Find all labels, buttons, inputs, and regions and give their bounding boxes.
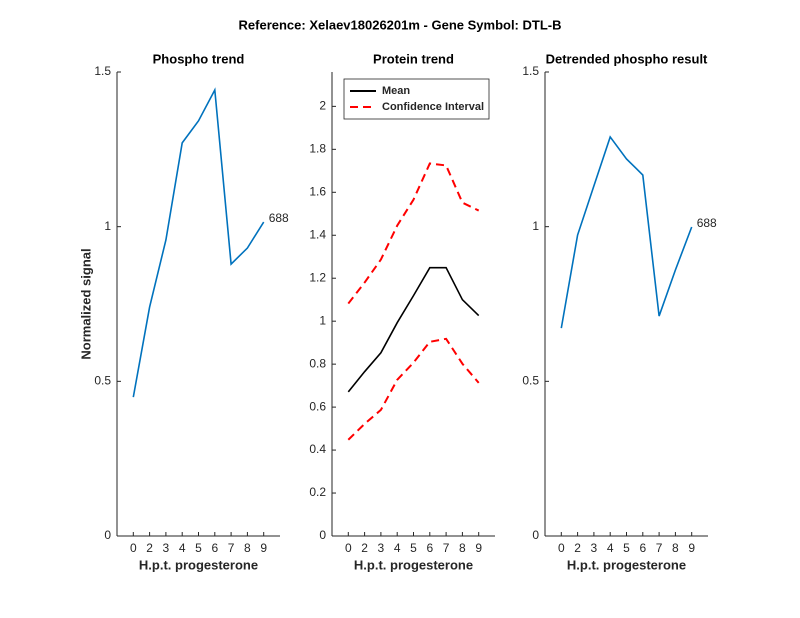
x-tick-label: 6	[426, 541, 433, 555]
x-tick-label: 3	[591, 541, 598, 555]
x-tick-label: 2	[574, 541, 581, 555]
end-label: 688	[269, 211, 289, 225]
y-tick-label: 0	[319, 528, 326, 542]
x-tick-label: 6	[211, 541, 218, 555]
y-tick-label: 1.6	[309, 184, 326, 198]
y-tick-label: 1	[104, 219, 111, 233]
x-tick-label: 9	[688, 541, 695, 555]
end-label: 688	[697, 216, 717, 230]
axes-title: Protein trend	[373, 51, 454, 66]
x-tick-label: 2	[146, 541, 153, 555]
axes-title: Phospho trend	[153, 51, 245, 66]
y-tick-label: 1.4	[309, 227, 326, 241]
x-tick-label: 8	[672, 541, 679, 555]
y-tick-label: 0.6	[309, 399, 326, 413]
y-tick-label: 0.4	[309, 442, 326, 456]
x-tick-label: 4	[179, 541, 186, 555]
y-tick-label: 0	[532, 528, 539, 542]
x-tick-label: 3	[378, 541, 385, 555]
y-tick-label: 1	[319, 313, 326, 327]
y-tick-label: 0.5	[94, 374, 111, 388]
legend-box	[343, 78, 490, 120]
x-tick-label: 8	[244, 541, 251, 555]
y-tick-label: 0.5	[522, 374, 539, 388]
x-tick-label: 0	[130, 541, 137, 555]
legend-label: Confidence Interval	[382, 101, 484, 113]
x-tick-label: 0	[558, 541, 565, 555]
line-series	[347, 337, 480, 441]
x-tick-label: 7	[443, 541, 450, 555]
x-tick-label: 5	[623, 541, 630, 555]
y-tick-label: 1	[532, 219, 539, 233]
x-axis-label: H.p.t. progesterone	[567, 557, 686, 572]
line-series	[560, 135, 693, 329]
legend-label: Mean	[382, 85, 410, 97]
x-tick-label: 9	[475, 541, 482, 555]
x-tick-label: 7	[656, 541, 663, 555]
x-tick-label: 5	[195, 541, 202, 555]
x-tick-label: 3	[163, 541, 170, 555]
x-tick-label: 6	[639, 541, 646, 555]
x-tick-label: 4	[607, 541, 614, 555]
y-tick-label: 1.8	[309, 142, 326, 156]
x-tick-label: 5	[410, 541, 417, 555]
y-tick-label: 1.2	[309, 270, 326, 284]
x-axis-label: H.p.t. progesterone	[354, 557, 473, 572]
line-series	[347, 266, 480, 393]
x-tick-label: 0	[345, 541, 352, 555]
y-tick-label: 0.8	[309, 356, 326, 370]
x-tick-label: 2	[361, 541, 368, 555]
y-tick-label: 1.5	[522, 64, 539, 78]
y-tick-label: 2	[319, 99, 326, 113]
x-axis-label: H.p.t. progesterone	[139, 557, 258, 572]
line-series	[347, 162, 480, 305]
axes-title: Detrended phospho result	[546, 51, 708, 66]
x-tick-label: 7	[228, 541, 235, 555]
y-tick-label: 0	[104, 528, 111, 542]
x-tick-label: 4	[394, 541, 401, 555]
figure-title: Reference: Xelaev18026201m - Gene Symbol…	[239, 17, 562, 32]
x-tick-label: 9	[260, 541, 267, 555]
y-axis-label: Normalized signal	[78, 248, 93, 359]
x-tick-label: 8	[459, 541, 466, 555]
line-series	[132, 87, 265, 398]
y-tick-label: 1.5	[94, 64, 111, 78]
y-tick-label: 0.2	[309, 485, 326, 499]
